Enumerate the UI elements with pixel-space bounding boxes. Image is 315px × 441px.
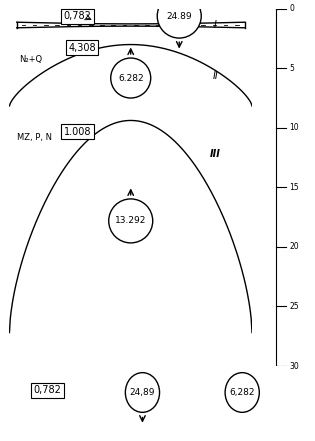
Text: N₂+Q: N₂+Q xyxy=(19,55,42,64)
Text: MZ, P, N: MZ, P, N xyxy=(17,133,52,142)
Text: 24,89: 24,89 xyxy=(130,388,155,397)
Text: 0,782: 0,782 xyxy=(33,385,61,395)
Ellipse shape xyxy=(157,0,201,38)
Text: 13.292: 13.292 xyxy=(115,217,146,225)
Text: 10: 10 xyxy=(290,123,299,132)
Text: III: III xyxy=(210,149,221,159)
Text: 1.008: 1.008 xyxy=(64,127,91,137)
Ellipse shape xyxy=(125,373,160,412)
Text: 4,308: 4,308 xyxy=(68,43,96,53)
Ellipse shape xyxy=(111,58,151,98)
Text: I: I xyxy=(214,20,217,30)
Text: 6.282: 6.282 xyxy=(118,74,144,82)
Text: 0: 0 xyxy=(290,4,295,13)
Text: 0,782: 0,782 xyxy=(63,11,91,21)
Text: 25: 25 xyxy=(290,302,299,311)
Text: 5: 5 xyxy=(290,64,295,73)
Text: 15: 15 xyxy=(290,183,299,192)
Text: 20: 20 xyxy=(290,243,299,251)
Text: 6,282: 6,282 xyxy=(229,388,255,397)
Ellipse shape xyxy=(109,199,153,243)
Ellipse shape xyxy=(225,373,259,412)
Text: II: II xyxy=(213,71,219,81)
Text: 30: 30 xyxy=(290,362,299,370)
Text: 24.89: 24.89 xyxy=(166,11,192,21)
